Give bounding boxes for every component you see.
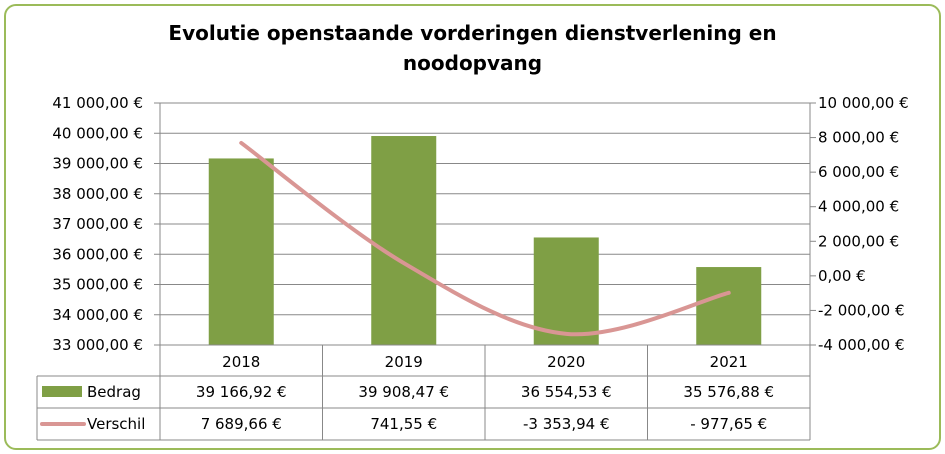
left-tick-label: 35 000,00 € [52, 276, 143, 294]
right-tick-label: 6 000,00 € [818, 163, 899, 181]
line-series-verschil [239, 140, 731, 337]
bar [533, 237, 599, 345]
right-tick-label: -4 000,00 € [818, 336, 905, 354]
right-tick-label: 0,00 € [818, 267, 866, 285]
left-tick-label: 41 000,00 € [52, 94, 143, 112]
left-tick-label: 34 000,00 € [52, 306, 143, 324]
left-tick-label: 38 000,00 € [52, 185, 143, 203]
data-label: 39 908,47 € [358, 383, 449, 401]
category-label: 2018 [222, 353, 260, 371]
chart-title: Evolutie openstaande vorderingen dienstv… [0, 18, 945, 78]
data-label: - 977,65 € [690, 415, 767, 433]
category-label: 2020 [547, 353, 585, 371]
left-tick-label: 36 000,00 € [52, 245, 143, 263]
data-label: 7 689,66 € [201, 415, 282, 433]
category-label: 2019 [385, 353, 423, 371]
right-tick-label: 8 000,00 € [818, 129, 899, 147]
left-tick-label: 33 000,00 € [52, 336, 143, 354]
data-label: 35 576,88 € [683, 383, 774, 401]
category-label: 2021 [710, 353, 748, 371]
data-label: -3 353,94 € [523, 415, 610, 433]
data-label: 39 166,92 € [196, 383, 287, 401]
data-label: 741,55 € [370, 415, 437, 433]
data-label: 36 554,53 € [521, 383, 612, 401]
legend-label: Bedrag [87, 383, 141, 401]
chart-title-text: Evolutie openstaande vorderingen dienstv… [168, 21, 777, 75]
right-tick-label: 4 000,00 € [818, 198, 899, 216]
right-tick-label: 10 000,00 € [818, 94, 909, 112]
left-tick-label: 39 000,00 € [52, 155, 143, 173]
bar [208, 158, 274, 345]
left-tick-label: 37 000,00 € [52, 215, 143, 233]
legend-key-bedrag [42, 386, 82, 397]
bar [371, 136, 437, 345]
legend-label: Verschil [87, 415, 145, 433]
right-tick-label: 2 000,00 € [818, 232, 899, 250]
right-tick-label: -2 000,00 € [818, 301, 905, 319]
bar [696, 267, 762, 345]
left-tick-label: 40 000,00 € [52, 124, 143, 142]
